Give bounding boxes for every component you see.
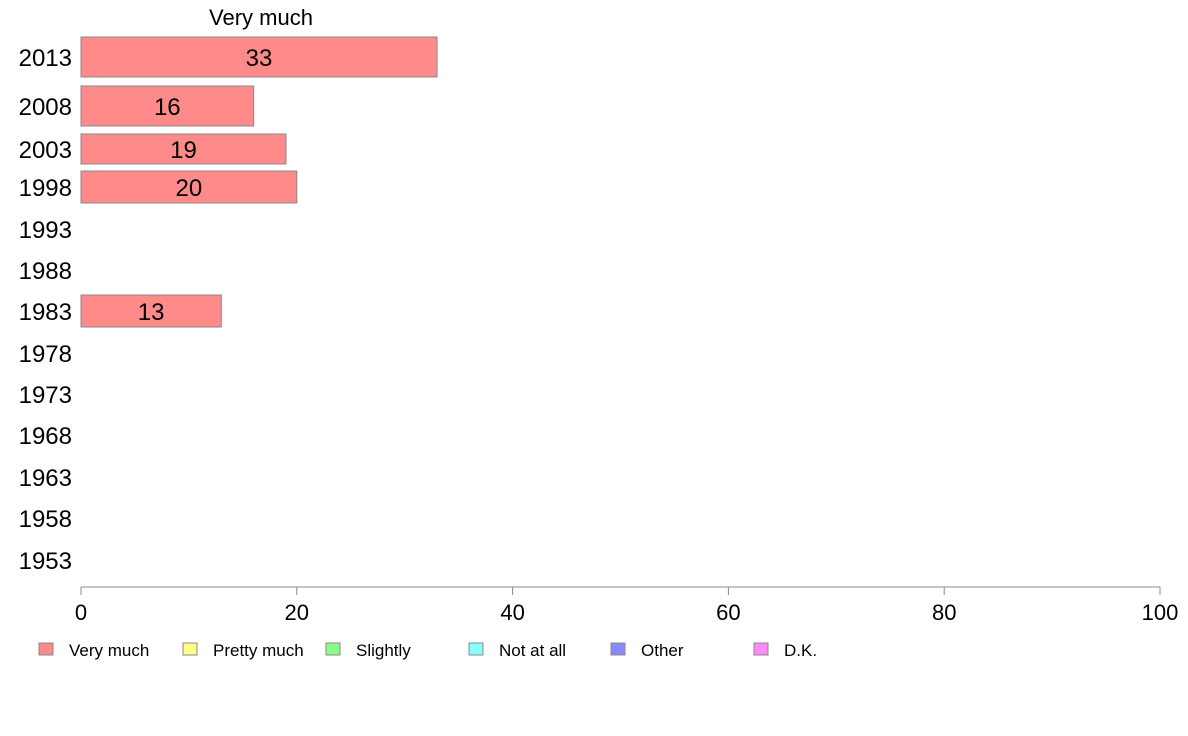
bar-value-label: 16 <box>154 94 181 121</box>
y-tick-label: 1958 <box>19 506 72 533</box>
legend-label: D.K. <box>784 641 817 660</box>
bar <box>80 85 255 127</box>
y-tick-label: 2008 <box>19 94 72 121</box>
y-tick-label: 1963 <box>19 465 72 492</box>
legend-swatch <box>182 642 198 656</box>
x-tick-label: 20 <box>285 600 309 625</box>
y-tick-label: 1983 <box>19 299 72 326</box>
x-tick-label: 40 <box>500 600 524 625</box>
y-tick-label: 1978 <box>19 341 72 368</box>
legend-swatch <box>325 642 341 656</box>
legend-label: Slightly <box>356 641 411 660</box>
legend-label: Other <box>641 641 684 660</box>
legend-label: Pretty much <box>213 641 304 660</box>
bar <box>80 36 438 78</box>
x-tick-label: 80 <box>932 600 956 625</box>
legend-swatch <box>610 642 626 656</box>
x-axis: 0 20 40 60 80 100 <box>75 586 1179 625</box>
chart-title: Very much <box>209 5 313 30</box>
bars: 33 16 19 20 13 <box>80 36 438 328</box>
y-tick-label: 1968 <box>19 423 72 450</box>
y-tick-label: 1973 <box>19 382 72 409</box>
legend-label: Very much <box>69 641 149 660</box>
y-tick-label: 2013 <box>19 45 72 72</box>
y-tick-label: 1993 <box>19 217 72 244</box>
y-axis-labels: 2013 2008 2003 1998 1993 1988 1983 1978 1973 1968… <box>19 45 72 575</box>
x-tick-label: 60 <box>716 600 740 625</box>
legend-swatch <box>468 642 484 656</box>
y-tick-label: 1953 <box>19 548 72 575</box>
bar-value-label: 13 <box>138 299 165 326</box>
y-tick-label: 2003 <box>19 137 72 164</box>
bar-value-label: 20 <box>176 175 203 202</box>
x-tick-label: 0 <box>75 600 87 625</box>
legend: Very much Pretty much Slightly Not at all Ot… <box>38 641 817 660</box>
legend-label: Not at all <box>499 641 566 660</box>
bar-value-label: 33 <box>246 45 273 72</box>
x-tick-label: 100 <box>1142 600 1179 625</box>
bar-value-label: 19 <box>170 137 197 164</box>
legend-swatch <box>38 642 54 656</box>
bar <box>80 170 298 204</box>
y-tick-label: 1998 <box>19 175 72 202</box>
legend-swatch <box>753 642 769 656</box>
bar <box>80 294 222 328</box>
y-tick-label: 1988 <box>19 258 72 285</box>
bar <box>80 133 287 165</box>
